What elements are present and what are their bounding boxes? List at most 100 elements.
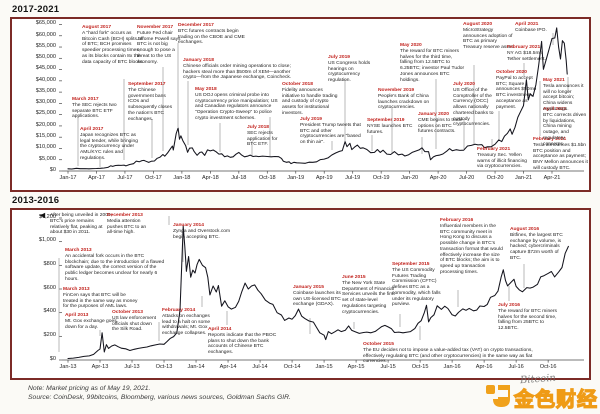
annotation-date: July 2018: [247, 125, 270, 130]
annotation-date: February 2016: [440, 218, 474, 223]
y-tick-label: $0: [49, 355, 56, 362]
y-tick-label: $40,000: [35, 76, 56, 83]
annotation-text: BTC corrects driven by liquidations, Chi…: [543, 112, 587, 147]
annotation-text: SEC rejects application for BTC ETF.: [247, 130, 278, 148]
annotation: February 2021 Tesla announces $1.5bn BTC …: [533, 137, 589, 172]
annotation: October 2020 PayPal to accept BTC; Square…: [496, 70, 538, 110]
annotation-date: September 2017: [128, 82, 166, 87]
annotation-text: The New York State Department of Financi…: [342, 280, 395, 315]
x-tick-label: Apr-17: [88, 175, 105, 181]
jinse-finance-logo-icon: [486, 385, 510, 407]
price-line: [67, 27, 568, 170]
annotation: January 2020 CME begins to trade options …: [418, 112, 464, 135]
annotation-text: US Office of the Comptroller of the Curr…: [453, 87, 494, 128]
x-tick-label: Oct-17: [145, 175, 162, 181]
annotation-date: April 2013: [65, 313, 89, 318]
annotation-text: PayPal to accept BTC; Square announces $…: [496, 75, 537, 110]
annotation-text: Chinese officials order mining operation…: [183, 63, 292, 81]
annotation: December 2013 Media attention pushes BTC …: [107, 213, 153, 236]
annotation: ◄ After being unveiled in 2009, BTC's pri…: [38, 210, 114, 236]
x-tick-label: Apr-18: [201, 175, 219, 181]
annotation: October 2018 Fidelity announces initiativ…: [282, 82, 338, 117]
annotation: September 2015 The US Commodity Futures T…: [392, 262, 450, 308]
x-tick-label: Jul-19: [345, 175, 361, 181]
annotation-text: BTC futures contracts begin trading on t…: [178, 28, 245, 46]
x-tick-label: Jan-21: [514, 175, 533, 181]
annotation: January 2015 Coinbase launches its own US…: [293, 285, 345, 308]
annotation-date: February 2021: [507, 45, 541, 50]
annotation: February 2021 Treasury Sec. Yellen warns …: [477, 147, 529, 170]
annotation-date: July 2019: [328, 55, 351, 60]
annotation: August 2020 MicroStrategy announces adopt…: [463, 22, 517, 51]
annotation: September 2019 NYSE launches BTC futures.: [367, 118, 413, 135]
annotation-date: March 2013: [65, 248, 92, 253]
y-tick-label: $800: [43, 261, 56, 268]
annotation-text: Future Fed chair Jerome Powell says BTC …: [137, 30, 181, 65]
y-tick-label: $600: [43, 284, 56, 291]
annotation: February 2021 NY AG $18.5mn Tether settle…: [507, 45, 551, 62]
x-tick-label: Apr-16: [475, 364, 493, 370]
annotation-text: Reports indicate that the PBOC plans to …: [208, 332, 277, 356]
plot-area: [59, 24, 584, 174]
annotation-text: People's Bank of China launches crackdow…: [378, 93, 430, 111]
annotation-date: August 2016: [510, 227, 540, 232]
annotation: August 2016 Bitfinex, the largest BTC exc…: [510, 227, 566, 262]
annotation: July 2019 US Congress holds hearings on c…: [328, 55, 376, 84]
annotation: April 2017 Japan recognizes BTC as legal …: [80, 127, 142, 162]
annotation-date: November 2017: [137, 25, 174, 30]
annotation-text: Mt. Gox exchange goes down for a day.: [65, 318, 117, 330]
annotation: July 2019 President Trump tweets that BTC…: [300, 117, 366, 146]
annotation: April 2013 Mt. Gox exchange goes down for…: [65, 313, 117, 330]
annotation-text: US Congress holds hearings on cryptocurr…: [328, 60, 371, 84]
x-tick-label: Apr-14: [219, 364, 237, 370]
annotation-date: October 2015: [363, 342, 394, 347]
annotation: May 2018 US DOJ opens criminal probe into…: [195, 87, 281, 122]
x-tick-label: Jul-13: [124, 364, 140, 370]
annotation-text: Treasury Sec. Yellen warns of illicit fi…: [477, 152, 528, 170]
annotation: June 2015 The New York State Department o…: [342, 275, 398, 315]
annotation-date: September 2015: [392, 262, 430, 267]
annotation-text: The reward for BTC miners halves for the…: [498, 308, 557, 332]
chart-title-2013-2016: 2013-2016: [12, 195, 60, 206]
x-tick-label: Jan-20: [401, 175, 419, 181]
y-tick-label: $0: [49, 166, 56, 173]
annotation-text: Bitfinex, the largest BTC exchange by vo…: [510, 232, 563, 261]
annotation: May 2020 The reward for BTC miners halves…: [400, 43, 466, 83]
annotation-text: MicroStrategy announces adoption of BTC …: [463, 27, 515, 51]
annotation-text: Coinbase launches its own US-licensed BT…: [293, 290, 341, 308]
annotation: November 2017 Future Fed chair Jerome Pow…: [137, 25, 183, 65]
chart-panel-2013-2016: $1,200 $1,000 $800 $600 $400 $200 $0 Jan-13 Apr-…: [10, 208, 591, 380]
annotation-date: August 2020: [463, 22, 493, 27]
x-tick-label: Oct-15: [411, 364, 429, 370]
x-tick-label: Oct-16: [539, 364, 557, 370]
x-tick-label: Oct-18: [258, 175, 276, 181]
annotation: March 2017 The SEC rejects two separate B…: [72, 97, 126, 120]
y-tick-label: $50,000: [35, 54, 56, 61]
annotation-date: April 2021: [543, 107, 567, 112]
annotation: March 2013 An accidental fork occurs in t…: [65, 248, 169, 283]
annotation: July 2016 The reward for BTC miners halve…: [498, 303, 558, 332]
x-tick-label: Jul-20: [458, 175, 475, 181]
x-tick-label: Jan-16: [443, 364, 461, 370]
annotation-text: NYSE launches BTC futures.: [367, 123, 413, 135]
annotation-text: US DOJ opens criminal probe into cryptoc…: [195, 92, 278, 121]
annotation-text: Zynga and Overstock.com begin accepting …: [173, 228, 231, 240]
annotation-date: May 2018: [195, 87, 217, 92]
annotation: December 2017 BTC futures contracts begin…: [178, 23, 252, 46]
chart-panel-2017-2021: $65,000 $60,000 $55,000 $50,000 $45,000 $40,0…: [10, 17, 591, 192]
y-tick-label: $25,000: [35, 110, 56, 117]
annotation: November 2019 People's Bank of China laun…: [378, 88, 438, 111]
y-tick-label: $1,000: [38, 237, 56, 244]
annotation-date: January 2020: [418, 112, 449, 117]
annotation-date: January 2014: [173, 223, 204, 228]
annotation: April 2021 BTC corrects driven by liquida…: [543, 107, 587, 147]
annotation: October 2013 US law enforcement officials…: [112, 310, 158, 333]
x-tick-label: Jan-15: [315, 364, 333, 370]
annotation-date: December 2013: [107, 213, 143, 218]
annotation-date: April 2021: [515, 22, 539, 27]
annotation-date: May 2020: [400, 43, 422, 48]
x-tick-label: Jan-18: [173, 175, 191, 181]
annotation: July 2020 US Office of the Comptroller of…: [453, 82, 497, 128]
annotation-date: February 2021: [533, 137, 567, 142]
note-text: Note: Market pricing as of May 19, 2021.: [28, 385, 151, 392]
